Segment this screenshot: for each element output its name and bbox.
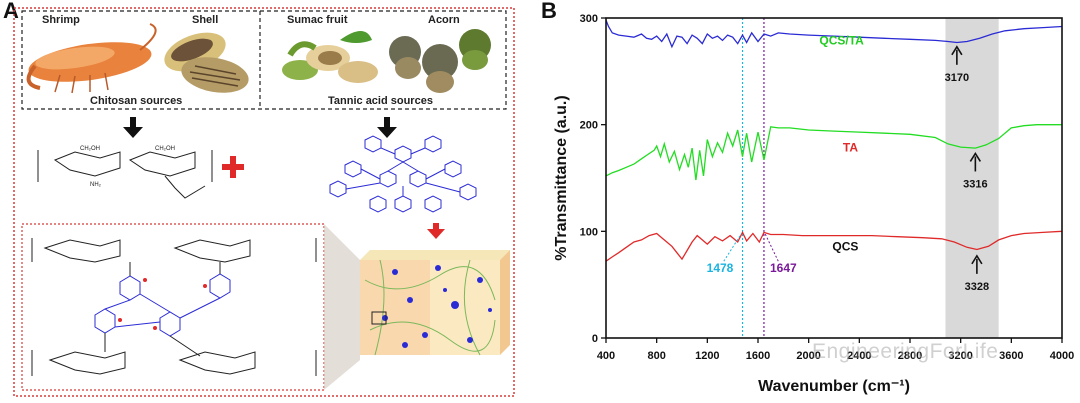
highlight-band xyxy=(945,18,999,338)
peak-arrow-3328-head xyxy=(971,254,983,265)
y-axis-label: %Transmittance (a.u.) xyxy=(553,95,570,260)
vline-label-1647: 1647 xyxy=(770,261,797,275)
series-ta-line xyxy=(605,124,1062,181)
x-tick-label: 2400 xyxy=(847,350,871,362)
peak-label-3328: 3328 xyxy=(965,281,989,293)
y-tick-label: 100 xyxy=(580,226,598,238)
x-tick-label: 1600 xyxy=(746,350,770,362)
panel-a-letter: A xyxy=(3,0,19,23)
peak-label-3316: 3316 xyxy=(963,178,987,190)
label-tannic-acid-sources: Tannic acid sources xyxy=(328,95,433,107)
peak-arrow-3170-head xyxy=(951,45,963,56)
peak-label-3170: 3170 xyxy=(945,72,969,84)
label-sumac-fruit: Sumac fruit xyxy=(287,14,348,26)
x-tick-label: 800 xyxy=(647,350,665,362)
series-label-qcs: QCS xyxy=(832,240,858,254)
sources-box xyxy=(21,10,507,110)
acorn-image xyxy=(389,29,491,93)
series-label-qcsta: QCS/TA xyxy=(819,34,864,48)
shrimp-image xyxy=(26,23,157,94)
sumac-fruit-image xyxy=(282,31,378,83)
x-tick-label: 4000 xyxy=(1050,350,1074,362)
arrow-down-icon xyxy=(123,117,143,138)
label-chitosan-sources: Chitosan sources xyxy=(90,95,182,107)
series-label-ta: TA xyxy=(843,140,858,154)
x-tick-label: 2800 xyxy=(898,350,922,362)
y-tick-label: 200 xyxy=(580,120,598,132)
vline-label-1478: 1478 xyxy=(707,261,734,275)
series-qcsta-line xyxy=(605,19,1063,49)
shell-image xyxy=(164,32,249,93)
peak-arrow-3316-head xyxy=(969,151,982,162)
svg-text:CH₂OH: CH₂OH xyxy=(155,146,175,152)
vline-pointer-1647 xyxy=(764,233,779,262)
arrow-down-icon xyxy=(377,117,397,138)
vline-pointer-1478 xyxy=(723,233,742,262)
y-tick-label: 300 xyxy=(580,13,598,25)
x-tick-label: 2000 xyxy=(796,350,820,362)
hydrogel-cube xyxy=(360,250,510,356)
label-acorn: Acorn xyxy=(428,14,460,26)
svg-text:NH₂: NH₂ xyxy=(90,182,102,188)
label-shrimp: Shrimp xyxy=(42,14,80,26)
watermark: EngineeringForLife xyxy=(812,340,999,363)
chitosan-structure: CH₂OH CH₂OH NH₂ xyxy=(37,146,213,199)
ftir-chart: 400 800 1200 1600 2000 2400 2800 3200 3600 4000 0 1… xyxy=(553,13,1074,395)
x-axis-label: Wavenumber (cm⁻¹) xyxy=(758,378,910,395)
x-tick-label: 3600 xyxy=(999,350,1023,362)
plot-frame xyxy=(605,17,1063,339)
x-tick-label: 1200 xyxy=(695,350,719,362)
crosslink-box xyxy=(21,223,325,391)
label-shell: Shell xyxy=(192,14,218,26)
y-tick-label: 0 xyxy=(592,333,598,345)
x-tick-label: 400 xyxy=(597,350,615,362)
panel-a-border xyxy=(13,7,515,397)
tannic-acid-structure xyxy=(329,135,477,213)
svg-text:CH₂OH: CH₂OH xyxy=(80,146,100,152)
x-tick-label: 3200 xyxy=(948,350,972,362)
panel-b-letter: B xyxy=(541,0,557,23)
series-qcs-line xyxy=(605,230,1063,262)
panel-a-figure: CH₂OH CH₂OH NH₂ xyxy=(13,7,515,397)
crosslinked-structure xyxy=(31,238,317,376)
arrow-down-icon xyxy=(427,223,445,239)
